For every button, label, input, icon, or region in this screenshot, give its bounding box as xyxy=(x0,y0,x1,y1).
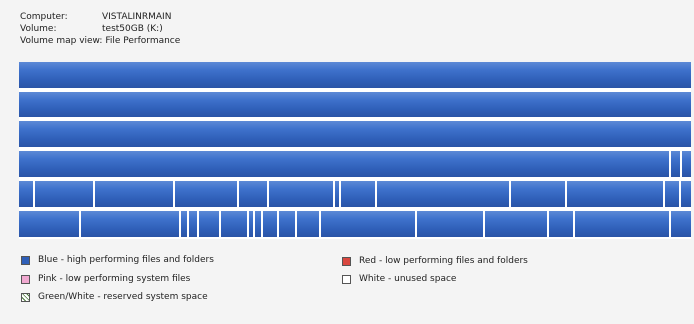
red-swatch-icon xyxy=(342,256,351,266)
map-band-6 xyxy=(19,211,691,237)
white-swatch-icon xyxy=(342,274,351,284)
legend-item-red: Red - low performing files and folders xyxy=(342,256,528,266)
volume-value: test50GB (K:) xyxy=(102,24,163,34)
map-band-5 xyxy=(19,181,691,207)
computer-label: Computer: xyxy=(20,12,68,22)
legend-item-pink: Pink - low performing system files xyxy=(21,274,190,284)
volume-label: Volume: xyxy=(20,24,57,34)
green-hatched-swatch-icon xyxy=(21,292,30,302)
map-band-2 xyxy=(19,92,691,117)
legend-label-blue: Blue - high performing files and folders xyxy=(38,255,214,265)
legend-item-green: Green/White - reserved system space xyxy=(21,292,208,302)
map-band-1 xyxy=(19,62,691,88)
map-band-3 xyxy=(19,121,691,147)
view-label: Volume map view: xyxy=(20,36,103,46)
legend-label-pink: Pink - low performing system files xyxy=(38,274,191,284)
legend-label-red: Red - low performing files and folders xyxy=(359,256,528,266)
computer-value: VISTALINRMAIN xyxy=(102,12,172,22)
volume-map[interactable] xyxy=(19,62,691,239)
map-band-4 xyxy=(19,151,691,177)
legend-item-white: White - unused space xyxy=(342,274,456,284)
legend-label-green: Green/White - reserved system space xyxy=(38,292,208,302)
pink-swatch-icon xyxy=(21,274,30,284)
legend-item-blue: Blue - high performing files and folders xyxy=(21,255,214,265)
view-value: File Performance xyxy=(105,36,181,46)
legend-label-white: White - unused space xyxy=(359,274,457,284)
blue-swatch-icon xyxy=(21,255,30,265)
volume-info: Computer: VISTALINRMAIN Volume: test50GB… xyxy=(20,11,180,47)
